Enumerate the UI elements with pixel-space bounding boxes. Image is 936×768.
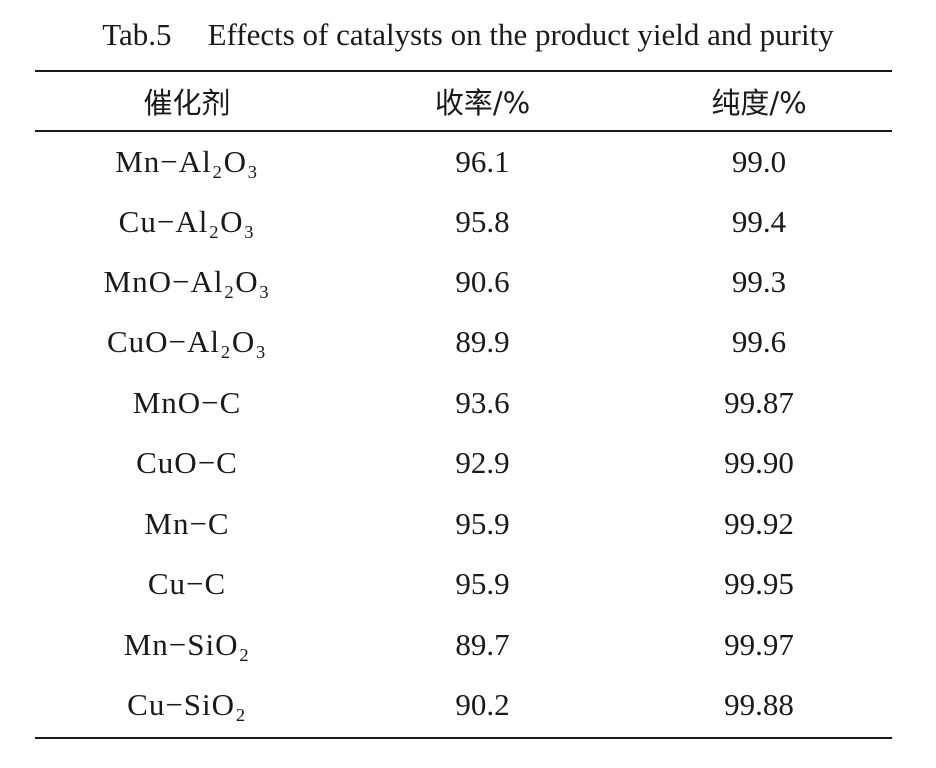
table-number: Tab.5: [102, 17, 172, 52]
header-purity: 纯度/%: [711, 86, 807, 120]
yield-cell: 90.6: [455, 264, 510, 299]
purity-cell: 99.4: [731, 204, 787, 239]
catalyst-cell: CuO−Al₂O₃: [106, 324, 268, 359]
purity-cell: 99.97: [724, 627, 794, 662]
catalyst-cell: Cu−C: [147, 566, 227, 601]
yield-cell: 95.9: [455, 566, 510, 601]
table-row: Cu−C 95.9 99.95: [35, 554, 892, 614]
purity-cell: 99.95: [724, 566, 794, 601]
yield-cell: 93.6: [455, 385, 510, 420]
yield-cell: 89.7: [455, 627, 510, 662]
catalyst-cell: Mn−SiO₂: [123, 627, 251, 662]
purity-cell: 99.6: [731, 324, 787, 359]
table-row: Cu−SiO₂ 90.2 99.88: [35, 675, 892, 735]
table-row: MnO−Al₂O₃ 90.6 99.3: [35, 252, 892, 312]
table-row: CuO−C 92.9 99.90: [35, 433, 892, 493]
purity-cell: 99.87: [724, 385, 794, 420]
catalyst-cell: MnO−Al₂O₃: [103, 264, 271, 299]
purity-cell: 99.0: [731, 144, 787, 179]
purity-cell: 99.90: [724, 445, 794, 480]
catalyst-cell: CuO−C: [136, 445, 238, 480]
table-row: Mn−SiO₂ 89.7 99.97: [35, 615, 892, 675]
purity-cell: 99.3: [731, 264, 787, 299]
catalyst-cell: Mn−Al₂O₃: [115, 144, 259, 179]
yield-cell: 95.8: [455, 204, 510, 239]
purity-cell: 99.88: [724, 687, 794, 722]
yield-cell: 92.9: [455, 445, 510, 480]
top-rule: [35, 70, 892, 72]
table-row: MnO−C 93.6 99.87: [35, 373, 892, 433]
catalyst-cell: Cu−SiO₂: [127, 687, 247, 722]
header-yield: 收率/%: [434, 86, 531, 120]
catalyst-cell: MnO−C: [132, 385, 242, 420]
yield-cell: 90.2: [455, 687, 510, 722]
yield-cell: 96.1: [455, 144, 510, 179]
catalyst-cell: Cu−Al₂O₃: [118, 204, 256, 239]
catalyst-cell: Mn−C: [144, 506, 230, 541]
table-row: Mn−C 95.9 99.92: [35, 494, 892, 554]
purity-cell: 99.92: [724, 506, 794, 541]
table-row: CuO−Al₂O₃ 89.9 99.6: [35, 312, 892, 372]
table-title: Effects of catalysts on the product yiel…: [207, 17, 834, 52]
bottom-rule: [35, 737, 892, 739]
table-header: 催化剂 收率/% 纯度/%: [35, 72, 892, 130]
yield-cell: 95.9: [455, 506, 510, 541]
header-catalyst: 催化剂: [143, 86, 231, 120]
header-rule: [35, 130, 892, 132]
yield-cell: 89.9: [455, 324, 510, 359]
table-row: Mn−Al₂O₃ 96.1 99.0: [35, 132, 892, 192]
table-row: Cu−Al₂O₃ 95.8 99.4: [35, 192, 892, 252]
table-caption: Tab.5 Effects of catalysts on the product…: [0, 10, 936, 60]
